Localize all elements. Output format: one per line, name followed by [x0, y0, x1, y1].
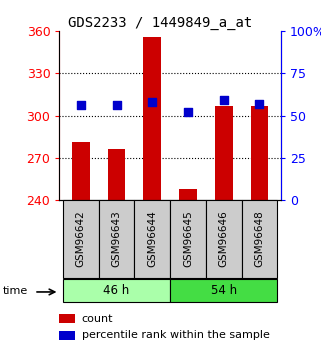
Bar: [108, 149, 126, 200]
Bar: [63, 200, 99, 278]
Bar: [242, 200, 277, 278]
Point: [78, 103, 83, 108]
Bar: [215, 106, 233, 200]
Bar: [72, 142, 90, 200]
Text: GSM96648: GSM96648: [255, 210, 265, 267]
Text: GSM96642: GSM96642: [76, 210, 86, 267]
Bar: [170, 200, 206, 278]
Bar: [59, 314, 75, 323]
Text: GDS2233 / 1449849_a_at: GDS2233 / 1449849_a_at: [68, 16, 253, 30]
Text: GSM96643: GSM96643: [111, 210, 122, 267]
Text: GSM96646: GSM96646: [219, 210, 229, 267]
Point: [257, 101, 262, 107]
Text: 54 h: 54 h: [211, 284, 237, 297]
Point: [114, 103, 119, 108]
Point: [150, 99, 155, 105]
Bar: [170, 279, 277, 302]
Text: time: time: [3, 286, 29, 296]
Bar: [99, 200, 134, 278]
Text: 46 h: 46 h: [103, 284, 130, 297]
Bar: [206, 200, 242, 278]
Point: [221, 98, 226, 103]
Bar: [134, 200, 170, 278]
Bar: [63, 279, 170, 302]
Text: GSM96644: GSM96644: [147, 210, 157, 267]
Point: [186, 109, 191, 115]
Bar: [179, 189, 197, 200]
Text: percentile rank within the sample: percentile rank within the sample: [82, 330, 269, 340]
Text: count: count: [82, 314, 113, 324]
Bar: [143, 37, 161, 200]
Text: GSM96645: GSM96645: [183, 210, 193, 267]
Bar: [250, 106, 268, 200]
Bar: [59, 331, 75, 339]
